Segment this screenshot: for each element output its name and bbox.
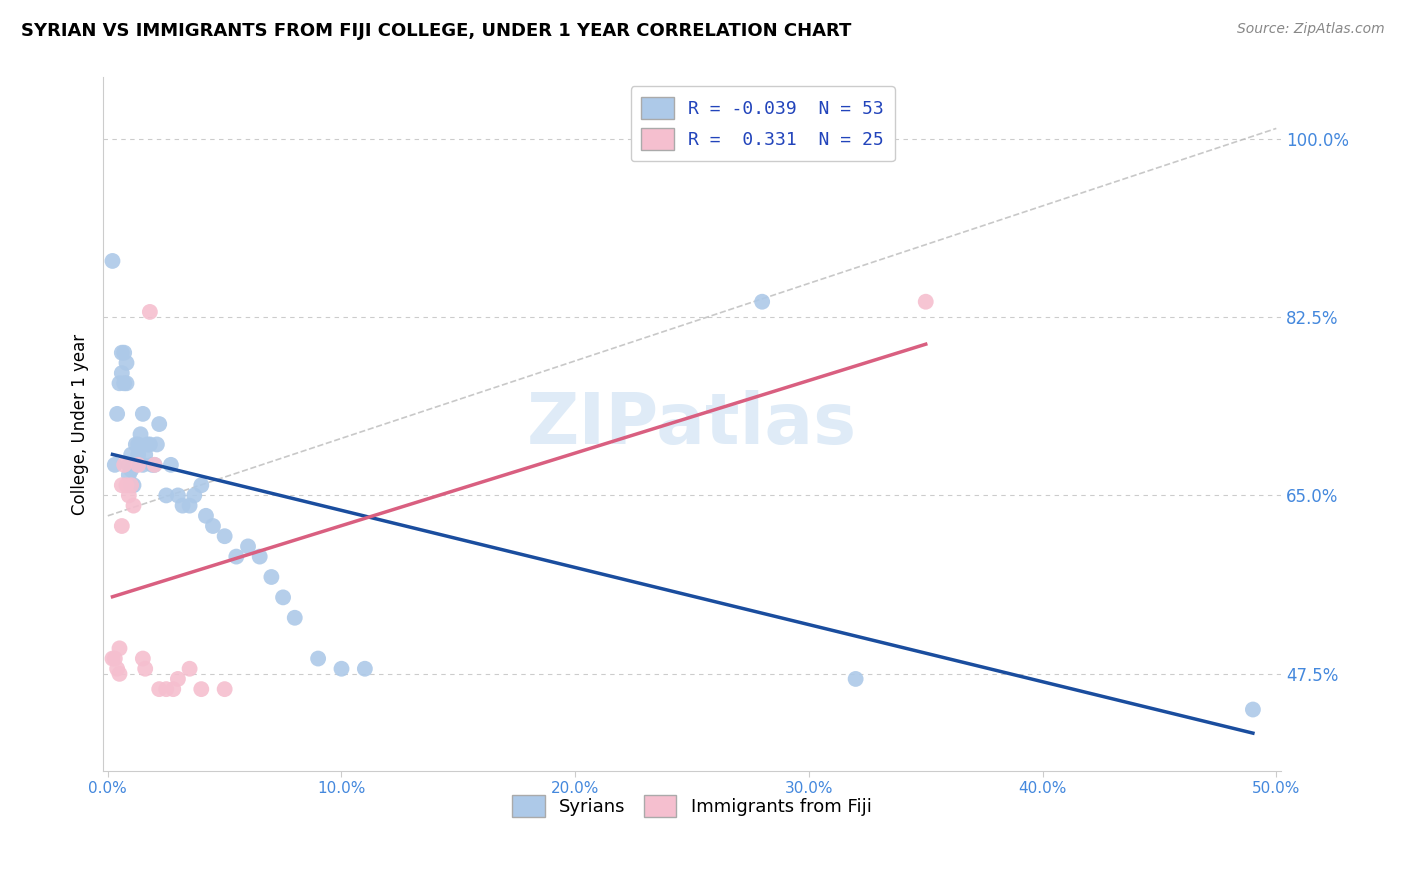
Point: [104, 458, 127, 472]
Point: [148, 682, 170, 697]
Point: [127, 458, 149, 472]
Text: Source: ZipAtlas.com: Source: ZipAtlas.com: [1237, 22, 1385, 37]
Point: [751, 294, 773, 309]
Point: [127, 448, 149, 462]
Point: [190, 682, 212, 697]
Point: [122, 458, 145, 472]
Point: [132, 407, 155, 421]
Point: [155, 488, 177, 502]
Point: [354, 662, 377, 676]
Point: [307, 651, 329, 665]
Point: [118, 468, 141, 483]
Point: [214, 682, 236, 697]
Point: [120, 478, 142, 492]
Point: [167, 672, 190, 686]
Point: [127, 437, 149, 451]
Point: [132, 458, 155, 472]
Point: [143, 458, 166, 472]
Point: [225, 549, 247, 564]
Point: [139, 437, 162, 451]
Point: [155, 682, 177, 697]
Point: [845, 672, 868, 686]
Point: [271, 591, 294, 605]
Point: [111, 478, 134, 492]
Point: [214, 529, 236, 543]
Point: [183, 488, 205, 502]
Point: [112, 345, 135, 359]
Point: [160, 458, 183, 472]
Point: [115, 376, 138, 391]
Point: [129, 427, 152, 442]
Point: [115, 478, 138, 492]
Text: ZIPatlas: ZIPatlas: [527, 390, 858, 458]
Point: [134, 662, 156, 676]
Point: [120, 448, 142, 462]
Point: [111, 366, 134, 380]
Point: [108, 641, 131, 656]
Point: [125, 458, 148, 472]
Point: [167, 488, 190, 502]
Point: [330, 662, 353, 676]
Point: [236, 540, 259, 554]
Point: [201, 519, 224, 533]
Point: [249, 549, 271, 564]
Point: [148, 417, 170, 431]
Point: [112, 458, 135, 472]
Point: [179, 662, 201, 676]
Point: [118, 458, 141, 472]
Legend: Syrians, Immigrants from Fiji: Syrians, Immigrants from Fiji: [505, 788, 879, 824]
Point: [101, 254, 124, 268]
Point: [118, 488, 141, 502]
Point: [120, 478, 142, 492]
Point: [125, 437, 148, 451]
Point: [105, 407, 128, 421]
Point: [111, 519, 134, 533]
Point: [190, 478, 212, 492]
Point: [115, 356, 138, 370]
Point: [122, 478, 145, 492]
Text: SYRIAN VS IMMIGRANTS FROM FIJI COLLEGE, UNDER 1 YEAR CORRELATION CHART: SYRIAN VS IMMIGRANTS FROM FIJI COLLEGE, …: [21, 22, 852, 40]
Point: [194, 508, 217, 523]
Point: [111, 345, 134, 359]
Point: [146, 437, 169, 451]
Point: [260, 570, 283, 584]
Point: [101, 651, 124, 665]
Point: [112, 376, 135, 391]
Point: [108, 376, 131, 391]
Point: [132, 651, 155, 665]
Point: [108, 666, 131, 681]
Point: [120, 463, 142, 477]
Point: [162, 682, 184, 697]
Y-axis label: College, Under 1 year: College, Under 1 year: [72, 334, 89, 515]
Point: [1241, 702, 1264, 716]
Point: [284, 611, 307, 625]
Point: [141, 458, 163, 472]
Point: [172, 499, 194, 513]
Point: [104, 651, 127, 665]
Point: [914, 294, 936, 309]
Point: [105, 662, 128, 676]
Point: [179, 499, 201, 513]
Point: [134, 448, 156, 462]
Point: [139, 305, 162, 319]
Point: [136, 437, 159, 451]
Point: [122, 499, 145, 513]
Point: [143, 458, 166, 472]
